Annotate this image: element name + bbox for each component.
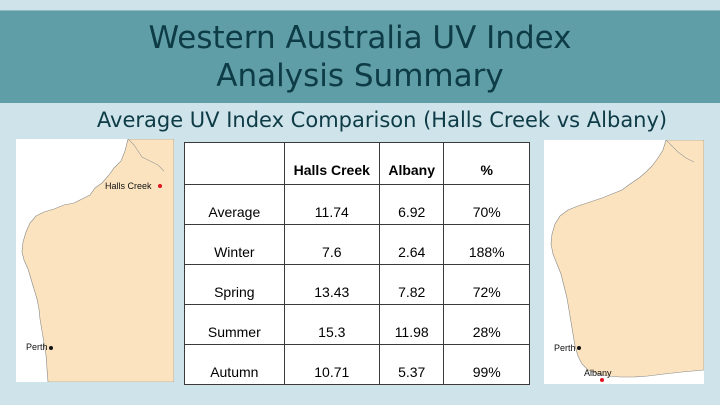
coastline-detail [127, 139, 165, 172]
header-albany: Albany [378, 142, 445, 185]
row-label: Autumn [184, 344, 285, 385]
header-halls-creek: Halls Creek [283, 142, 380, 185]
albany-value: 5.37 [378, 344, 445, 385]
albany-marker [600, 378, 604, 382]
table-row: Average 11.74 6.92 70% [184, 184, 530, 225]
halls-creek-value: 10.71 [283, 344, 380, 385]
halls-creek-value: 7.6 [283, 224, 380, 265]
row-label: Summer [184, 304, 285, 345]
halls-creek-value: 15.3 [283, 304, 380, 345]
header-empty [184, 142, 285, 185]
map-albany: Perth Albany [544, 140, 704, 384]
albany-value: 7.82 [378, 264, 445, 305]
wa-map-right: Perth Albany [550, 140, 704, 382]
halls-creek-value: 13.43 [283, 264, 380, 305]
table-row: Summer 15.3 11.98 28% [184, 304, 530, 345]
title-line-2: Analysis Summary [216, 58, 504, 94]
perth-marker [49, 346, 53, 350]
row-label: Winter [184, 224, 285, 265]
subtitle: Average UV Index Comparison (Halls Creek… [96, 108, 668, 132]
halls-creek-value: 11.74 [283, 184, 380, 225]
wa-landmass [21, 139, 174, 382]
wa-map-left: Halls Creek Perth [21, 139, 174, 382]
halls-creek-marker [158, 184, 162, 188]
table-row: Winter 7.6 2.64 188% [184, 224, 530, 265]
header-percent: % [443, 142, 530, 185]
perth-marker [577, 346, 581, 350]
percent-value: 99% [443, 344, 530, 385]
coastline-detail [665, 140, 695, 163]
row-label: Spring [184, 264, 285, 305]
albany-value: 6.92 [378, 184, 445, 225]
row-label: Average [184, 184, 285, 225]
title-line-1: Western Australia UV Index [148, 20, 572, 56]
table-row: Spring 13.43 7.82 72% [184, 264, 530, 305]
albany-label: Albany [584, 368, 612, 378]
percent-value: 28% [443, 304, 530, 345]
uv-comparison-table: Halls Creek Albany % Average 11.74 6.92 … [184, 142, 530, 385]
perth-label: Perth [26, 342, 48, 352]
map-halls-creek: Halls Creek Perth [16, 139, 174, 382]
wa-landmass [550, 140, 704, 378]
title-band: Western Australia UV Index Analysis Summ… [0, 10, 720, 103]
halls-creek-label: Halls Creek [105, 181, 152, 191]
table-header-row: Halls Creek Albany % [184, 142, 530, 185]
table-row: Autumn 10.71 5.37 99% [184, 344, 530, 385]
albany-value: 2.64 [378, 224, 445, 265]
perth-label: Perth [554, 343, 576, 353]
percent-value: 72% [443, 264, 530, 305]
albany-value: 11.98 [378, 304, 445, 345]
percent-value: 188% [443, 224, 530, 265]
percent-value: 70% [443, 184, 530, 225]
